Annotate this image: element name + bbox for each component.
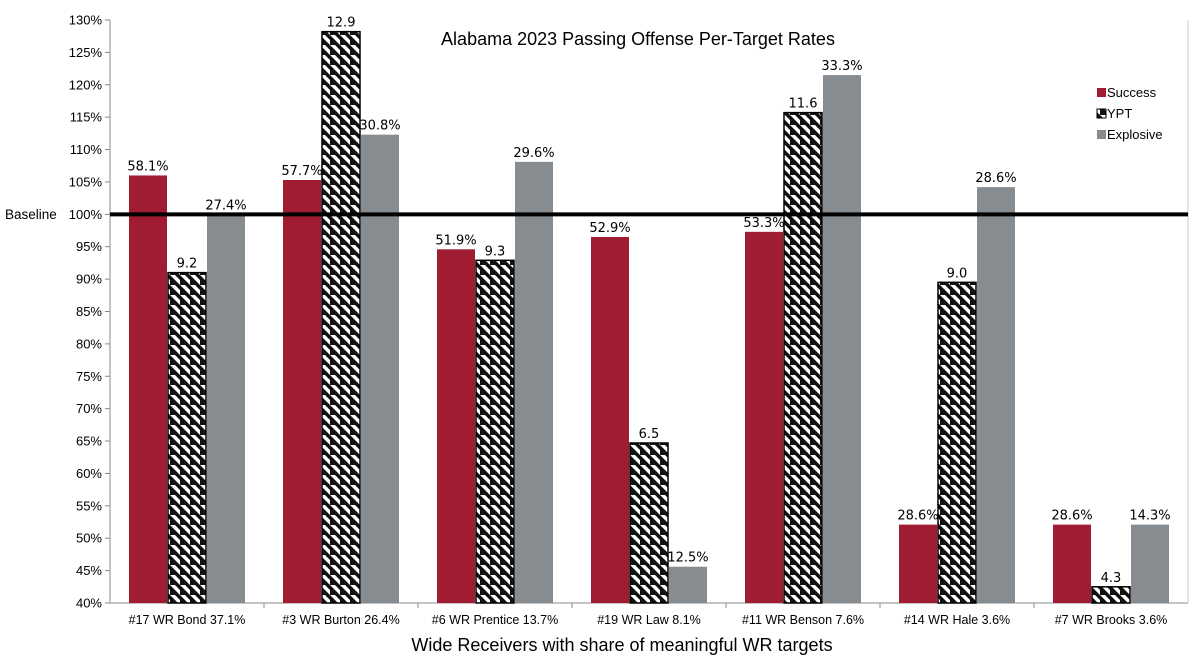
data-label-success: 52.9% [589,221,630,236]
y-tick-label: 95% [76,239,102,254]
bar-explosive [1131,524,1169,603]
bar-ypt [783,111,823,604]
data-label-success: 57.7% [281,164,322,179]
bar-success [899,524,937,603]
bar-success [591,237,629,603]
y-tick-label: 40% [76,596,102,611]
y-tick-label: 110% [70,142,103,157]
y-tick-label: 100% [69,207,103,222]
y-tick-label: 125% [69,45,103,60]
bar-explosive [207,214,245,604]
bar-success [745,231,783,603]
y-tick-label: 105% [69,174,103,189]
data-label-success: 53.3% [743,216,784,231]
data-label-explosive: 29.6% [513,146,554,161]
data-label-explosive: 27.4% [205,198,246,213]
bar-ypt [1091,586,1131,604]
data-label-explosive: 12.5% [667,551,708,566]
data-label-explosive: 14.3% [1129,509,1170,524]
x-tick-label: #7 WR Brooks 3.6% [1055,613,1168,627]
data-label-success: 58.1% [127,159,168,174]
data-label-success: 28.6% [1051,509,1092,524]
baseline-label: Baseline [5,207,57,222]
data-label-explosive: 30.8% [359,119,400,134]
legend-swatch-explosive [1097,130,1106,139]
y-tick-label: 50% [76,531,102,546]
bar-success [1053,524,1091,603]
bar-success [129,175,167,603]
bar-explosive [361,134,399,603]
bar-explosive [515,161,553,603]
legend-swatch-ypt [1096,108,1107,119]
y-tick-label: 130% [69,13,103,28]
y-tick-label: 115% [70,110,103,125]
y-tick-label: 60% [76,466,102,481]
y-tick-label: 75% [76,369,102,384]
x-tick-label: #6 WR Prentice 13.7% [432,613,558,627]
x-tick-label: #19 WR Law 8.1% [597,613,701,627]
bar-ypt [629,442,669,604]
bar-success [283,180,321,604]
bar-explosive [669,566,707,603]
bar-success [437,249,475,603]
data-label-ypt: 4.3 [1101,571,1122,586]
y-tick-label: 65% [76,434,102,449]
data-label-explosive: 33.3% [821,59,862,74]
y-tick-label: 45% [76,563,102,578]
data-label-ypt: 11.6 [789,97,818,112]
x-tick-label: #17 WR Bond 37.1% [129,613,246,627]
bar-explosive [977,187,1015,604]
y-tick-label: 80% [76,336,102,351]
legend-swatch-success [1097,88,1106,97]
data-label-ypt: 6.5 [639,427,660,442]
legend-label-success: Success [1107,85,1157,100]
x-axis-title: Wide Receivers with share of meaningful … [411,635,832,655]
data-label-ypt: 9.3 [485,244,506,259]
y-tick-label: 70% [76,401,102,416]
x-tick-label: #3 WR Burton 26.4% [282,613,399,627]
data-label-ypt: 9.0 [947,266,968,281]
y-tick-label: 85% [76,304,102,319]
x-tick-label: #14 WR Hale 3.6% [904,613,1010,627]
bar-ypt [321,30,361,604]
bar-ypt [167,271,207,604]
bar-explosive [823,75,861,604]
bar-ypt [937,281,977,604]
chart-title: Alabama 2023 Passing Offense Per-Target … [441,29,835,49]
data-label-ypt: 9.2 [177,257,198,272]
legend-label-explosive: Explosive [1107,127,1163,142]
data-label-explosive: 28.6% [975,171,1016,186]
bar-ypt [475,259,515,604]
y-tick-label: 90% [76,272,102,287]
x-tick-label: #11 WR Benson 7.6% [742,613,864,627]
legend-label-ypt: YPT [1107,106,1132,121]
y-tick-label: 55% [76,498,102,513]
data-label-ypt: 12.9 [327,16,356,31]
y-tick-label: 120% [69,77,103,92]
data-label-success: 51.9% [435,233,476,248]
data-label-success: 28.6% [897,509,938,524]
